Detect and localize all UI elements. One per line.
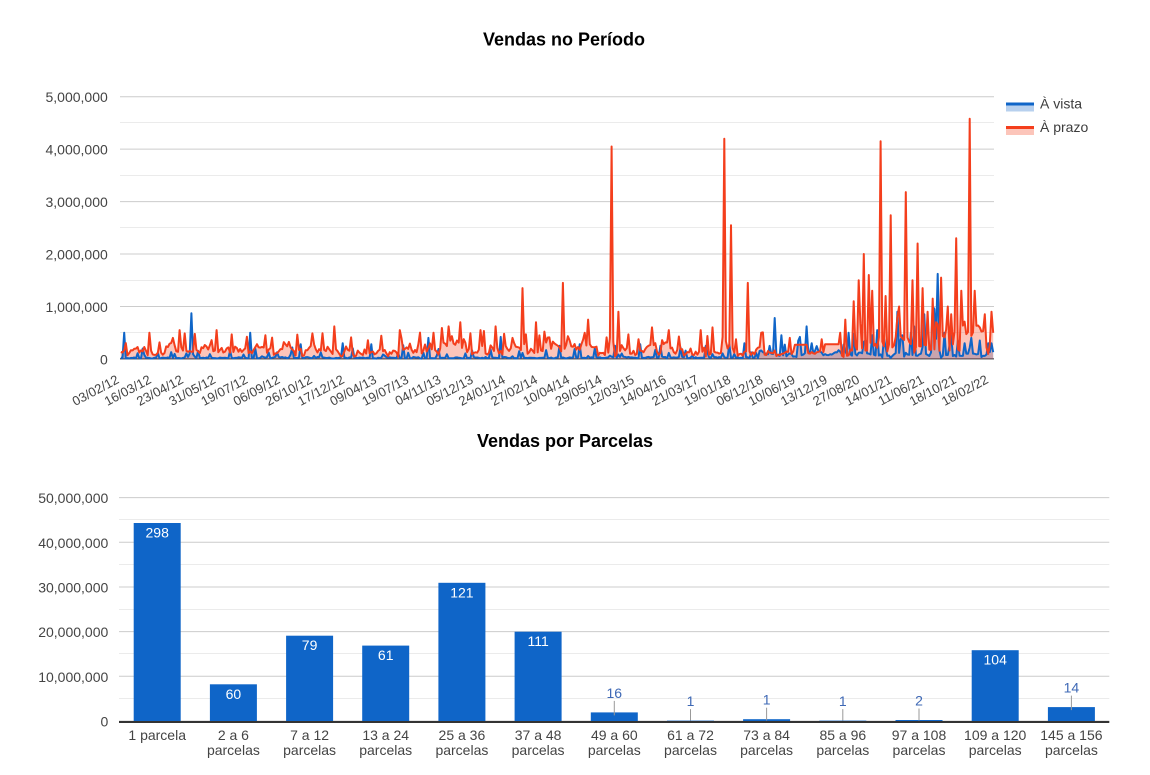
svg-text:20,000,000: 20,000,000 [38,624,108,640]
svg-text:121: 121 [450,584,474,600]
svg-text:À vista: À vista [1040,96,1082,112]
svg-text:10,000,000: 10,000,000 [38,669,108,685]
svg-text:Vendas no Período: Vendas no Período [483,30,645,50]
svg-text:parcelas: parcelas [207,742,260,758]
svg-text:109 a 120: 109 a 120 [964,727,1026,743]
svg-text:97 a 108: 97 a 108 [892,727,947,743]
svg-text:1 parcela: 1 parcela [128,727,186,743]
svg-text:79: 79 [302,637,318,653]
svg-text:60: 60 [226,686,242,702]
svg-text:61: 61 [378,647,394,663]
svg-text:parcelas: parcelas [435,742,488,758]
svg-text:0: 0 [100,351,108,367]
svg-text:2: 2 [915,693,923,709]
svg-text:1: 1 [839,693,847,709]
svg-text:0: 0 [101,714,109,730]
svg-text:50,000,000: 50,000,000 [38,490,108,506]
svg-text:73 a 84: 73 a 84 [743,727,790,743]
svg-text:104: 104 [984,652,1008,668]
svg-text:parcelas: parcelas [664,742,717,758]
svg-text:30,000,000: 30,000,000 [38,580,108,596]
svg-text:16: 16 [607,685,623,701]
svg-text:Vendas por Parcelas: Vendas por Parcelas [477,431,653,451]
svg-text:parcelas: parcelas [283,742,336,758]
svg-text:parcelas: parcelas [1045,742,1098,758]
svg-text:4,000,000: 4,000,000 [46,142,108,158]
svg-text:parcelas: parcelas [893,742,946,758]
svg-text:parcelas: parcelas [816,742,869,758]
svg-text:1: 1 [687,693,695,709]
svg-text:parcelas: parcelas [588,742,641,758]
svg-text:À prazo: À prazo [1040,119,1088,135]
svg-text:7 a 12: 7 a 12 [290,727,329,743]
svg-text:13 a 24: 13 a 24 [362,727,409,743]
svg-text:85 a 96: 85 a 96 [819,727,866,743]
svg-text:parcelas: parcelas [359,742,412,758]
svg-text:14: 14 [1064,680,1080,696]
svg-text:5,000,000: 5,000,000 [46,89,108,105]
svg-text:49 a 60: 49 a 60 [591,727,638,743]
svg-text:111: 111 [527,633,548,649]
svg-text:parcelas: parcelas [740,742,793,758]
svg-text:298: 298 [146,525,170,541]
svg-text:2 a 6: 2 a 6 [218,727,249,743]
svg-text:40,000,000: 40,000,000 [38,535,108,551]
svg-text:37 a 48: 37 a 48 [515,727,562,743]
svg-text:3,000,000: 3,000,000 [46,194,108,210]
svg-text:parcelas: parcelas [969,742,1022,758]
svg-text:61 a 72: 61 a 72 [667,727,714,743]
svg-text:parcelas: parcelas [512,742,565,758]
svg-text:145 a 156: 145 a 156 [1040,727,1102,743]
svg-text:2,000,000: 2,000,000 [46,247,108,263]
svg-text:1: 1 [763,692,771,708]
svg-text:1,000,000: 1,000,000 [46,299,108,315]
svg-text:25 a 36: 25 a 36 [439,727,486,743]
